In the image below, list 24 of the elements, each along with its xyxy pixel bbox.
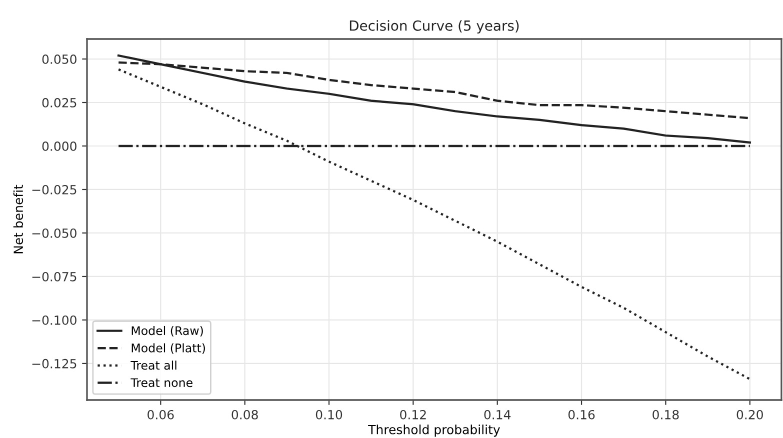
legend-label: Model (Raw) xyxy=(132,326,203,336)
y-tick-label: 0.025 xyxy=(42,98,76,108)
x-tick-label: 0.08 xyxy=(232,410,258,420)
y-tick-label: −0.050 xyxy=(32,228,76,238)
y-tick-label: −0.125 xyxy=(32,358,76,368)
y-tick-label: −0.075 xyxy=(32,272,76,282)
line-series xyxy=(117,54,751,144)
legend-label: Treat none xyxy=(130,378,192,388)
x-tick-label: 0.20 xyxy=(736,410,763,420)
x-tick-label: 0.16 xyxy=(568,410,595,420)
legend-label: Treat all xyxy=(130,360,176,370)
y-tick-label: −0.100 xyxy=(32,315,76,325)
x-tick-label: 0.12 xyxy=(400,410,426,420)
y-tick-label: 0.050 xyxy=(42,54,76,64)
x-tick-label: 0.18 xyxy=(652,410,679,420)
legend-label: Model (Platt) xyxy=(132,343,205,354)
x-tick-label: 0.06 xyxy=(148,410,174,420)
x-tick-label: 0.14 xyxy=(484,410,511,420)
chart-title: Decision Curve (5 years) xyxy=(350,20,519,34)
x-axis-title: Threshold probability xyxy=(368,424,500,437)
y-axis-title: Net benefit xyxy=(13,184,24,254)
y-tick-label: 0.000 xyxy=(42,141,76,151)
y-tick-label: −0.025 xyxy=(32,184,76,194)
x-tick-label: 0.10 xyxy=(316,410,342,420)
